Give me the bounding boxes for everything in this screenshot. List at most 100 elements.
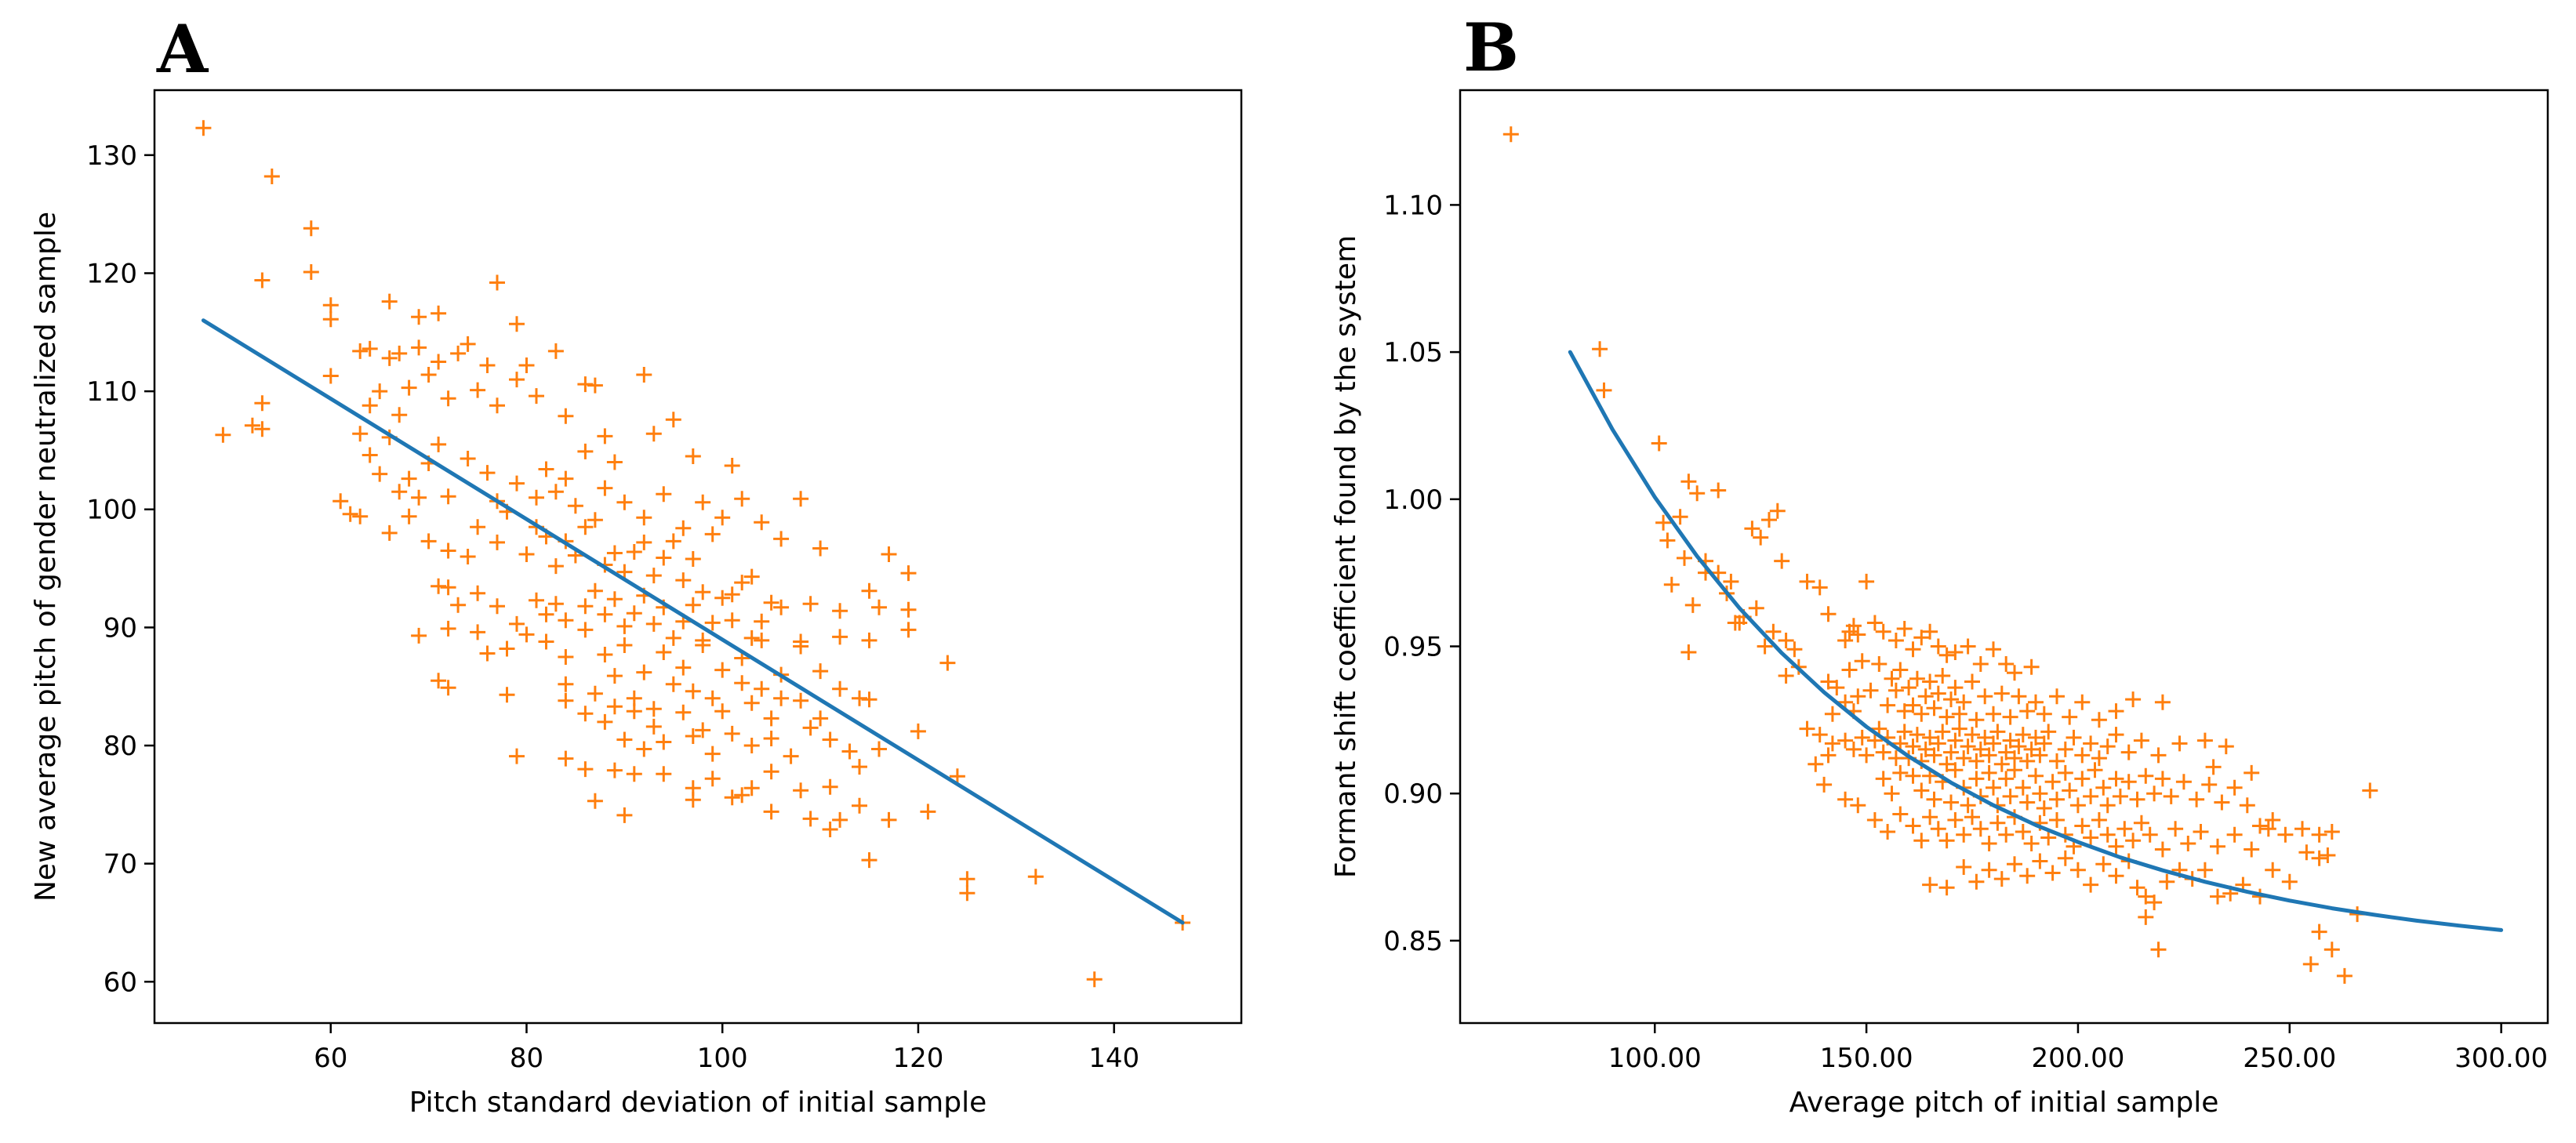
panel-a-data-point (656, 766, 672, 782)
panel-b-data-point (1892, 764, 1909, 781)
panel-b-y-tick-label: 1.00 (1383, 484, 1443, 516)
panel-a-data-point (195, 120, 212, 136)
panel-a-data-point (616, 807, 633, 823)
panel-b-data-point (1922, 673, 1938, 690)
panel-b-data-point (1938, 833, 1955, 849)
panel-b-data-point (1998, 656, 2015, 672)
panel-a-data-point (734, 675, 750, 691)
panel-a-data-point (773, 690, 790, 706)
panel-b-data-point (2019, 794, 2036, 811)
panel-b-data-point (1892, 806, 1909, 822)
panel-b-data-point (2146, 786, 2163, 802)
panel-a-data-point (900, 601, 917, 618)
panel-a-data-point (685, 597, 701, 613)
panel-a-data-point (920, 804, 936, 820)
panel-b-data-point (1926, 700, 1942, 717)
panel-a-data-point (440, 390, 456, 407)
panel-b-data-point (2036, 800, 2052, 816)
panel-b-data-point (1887, 633, 1904, 648)
panel-letter-b: B (1463, 9, 1519, 86)
panel-a-data-point (685, 683, 701, 699)
panel-b-data-point (2108, 838, 2124, 855)
panel-a-y-tick-label: 90 (104, 612, 137, 644)
panel-b-data-point (1786, 641, 1803, 658)
panel-b-data-point (1968, 712, 1985, 728)
panel-b-data-point (2108, 868, 2124, 884)
panel-b-data-point (2044, 865, 2061, 881)
panel-b-data-point (2036, 735, 2052, 752)
panel-b-data-point (1866, 732, 1883, 749)
panel-b-data-point (1989, 815, 2006, 831)
panel-b-data-point (1981, 747, 1997, 764)
panel-b-data-point (1748, 600, 1764, 616)
panel-a-data-point (606, 668, 623, 684)
panel-a-data-point (793, 638, 809, 655)
panel-b-data-point (1808, 756, 1824, 772)
panel-b-data-point (2277, 826, 2294, 843)
panel-a-data-point (871, 741, 887, 757)
panel-a-data-point (636, 741, 652, 757)
panel-a-data-point (695, 584, 711, 601)
panel-a-data-point (587, 582, 603, 599)
panel-b-y-tick-label: 0.95 (1383, 631, 1443, 662)
panel-b-data-point (1829, 680, 1845, 696)
panel-a-data-point (793, 491, 809, 507)
panel-a-data-point (587, 793, 603, 809)
panel-a-data-point (754, 514, 770, 531)
panel-b-data-point (1880, 824, 1896, 840)
panel-a-data-point (577, 443, 594, 459)
panel-a-data-point (734, 575, 750, 591)
panel-a-data-point (606, 454, 623, 470)
panel-b-data-point (2205, 759, 2222, 775)
panel-a-data-point (215, 426, 231, 443)
panel-b-data-point (2129, 880, 2145, 896)
panel-b-data-point (1824, 706, 1840, 722)
panel-a-data-point (743, 695, 760, 711)
panel-b-data-point (2163, 788, 2179, 804)
panel-b-data-point (1947, 680, 1964, 696)
panel-a-data-point (577, 598, 594, 615)
panel-a-data-point (910, 723, 926, 739)
panel-b-data-point (1799, 720, 1815, 737)
panel-b: B 100.00 150.00 200.00 250.00 300.00 0.85 0.90… (1330, 9, 2549, 1119)
panel-b-data-point (2294, 821, 2310, 837)
panel-b-data-point (1875, 623, 1891, 640)
panel-b-data-point (2011, 688, 2027, 705)
panel-a-data-point (401, 470, 417, 487)
panel-b-data-point (1938, 880, 1955, 896)
panel-a-data-point (900, 622, 917, 638)
panel-a-data-point (616, 618, 633, 634)
panel-b-data-point (1943, 691, 1959, 708)
panel-b-data-point (1680, 474, 1697, 490)
panel-b-data-point (2040, 724, 2057, 740)
panel-b-data-point (1989, 724, 2006, 740)
panel-a-data-point (714, 510, 731, 526)
panel-a-data-point (470, 585, 486, 601)
panel-b-data-point (1850, 797, 1866, 814)
panel-b-data-point (1655, 514, 1672, 531)
panel-b-data-point (1943, 794, 1959, 811)
panel-b-data-point (1651, 435, 1667, 452)
panel-b-y-axis-label: Formant shift coefficient found by the s… (1330, 235, 1362, 878)
panel-b-data-point (2023, 741, 2040, 757)
panel-a-data-point (812, 540, 829, 557)
panel-b-data-point (2154, 771, 2171, 787)
panel-b-data-point (1935, 668, 1951, 684)
panel-a-data-point (263, 169, 280, 184)
panel-b-data-point (2028, 767, 2044, 784)
panel-a-data-point (939, 655, 956, 671)
panel-a-data-point (518, 546, 535, 562)
panel-b-data-point (1854, 653, 1870, 669)
panel-a-data-point (411, 489, 427, 506)
panel-b-data-point (2239, 797, 2255, 814)
panel-b-data-point (1887, 682, 1904, 698)
panel-b-fit-line (1568, 350, 2504, 932)
panel-b-data-point (2193, 824, 2209, 840)
panel-b-data-point (2062, 709, 2078, 725)
panel-b-data-point (1596, 382, 1612, 398)
panel-b-data-point (1956, 694, 1972, 710)
panel-a-y-tick-label: 100 (86, 495, 137, 526)
panel-a-data-point (959, 885, 976, 902)
panel-b-data-point (1850, 688, 1866, 705)
